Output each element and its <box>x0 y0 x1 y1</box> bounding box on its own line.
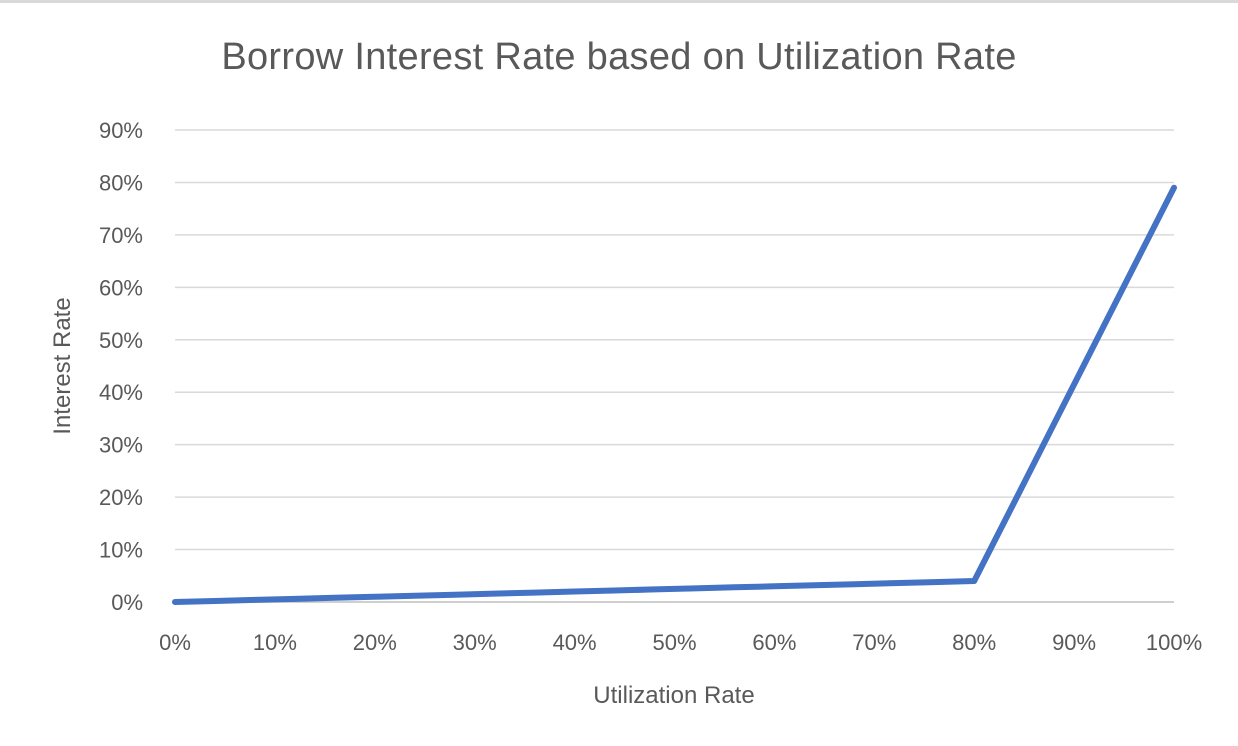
x-tick-label: 10% <box>253 630 297 655</box>
y-tick-label: 40% <box>99 380 143 405</box>
y-axis-ticks: 0% 10% 20% 30% 40% 50% 60% 70% 80% 90% <box>99 118 143 615</box>
series-layer <box>172 184 1177 605</box>
x-tick-label: 80% <box>952 630 996 655</box>
gridlines <box>175 129 1174 603</box>
y-tick-label: 50% <box>99 328 143 353</box>
x-tick-label: 0% <box>159 630 191 655</box>
x-tick-label: 50% <box>652 630 696 655</box>
y-tick-label: 20% <box>99 485 143 510</box>
y-axis-label: Interest Rate <box>49 297 76 434</box>
y-tick-label: 60% <box>99 275 143 300</box>
series-line <box>172 184 1177 605</box>
x-tick-label: 100% <box>1146 630 1202 655</box>
x-tick-label: 70% <box>852 630 896 655</box>
y-tick-label: 90% <box>99 118 143 143</box>
y-tick-label: 80% <box>99 170 143 195</box>
top-border <box>0 0 1238 3</box>
x-tick-label: 60% <box>752 630 796 655</box>
x-axis-ticks: 0% 10% 20% 30% 40% 50% 60% 70% 80% 90% 100% <box>159 630 1202 655</box>
chart-title: Borrow Interest Rate based on Utilizatio… <box>221 36 1017 78</box>
y-tick-label: 30% <box>99 433 143 458</box>
y-tick-label: 70% <box>99 223 143 248</box>
x-axis-label: Utilization Rate <box>593 682 754 709</box>
x-tick-label: 20% <box>353 630 397 655</box>
y-tick-label: 0% <box>111 590 143 615</box>
y-tick-label: 10% <box>99 538 143 563</box>
x-tick-label: 30% <box>453 630 497 655</box>
x-tick-label: 90% <box>1052 630 1096 655</box>
x-tick-label: 40% <box>553 630 597 655</box>
